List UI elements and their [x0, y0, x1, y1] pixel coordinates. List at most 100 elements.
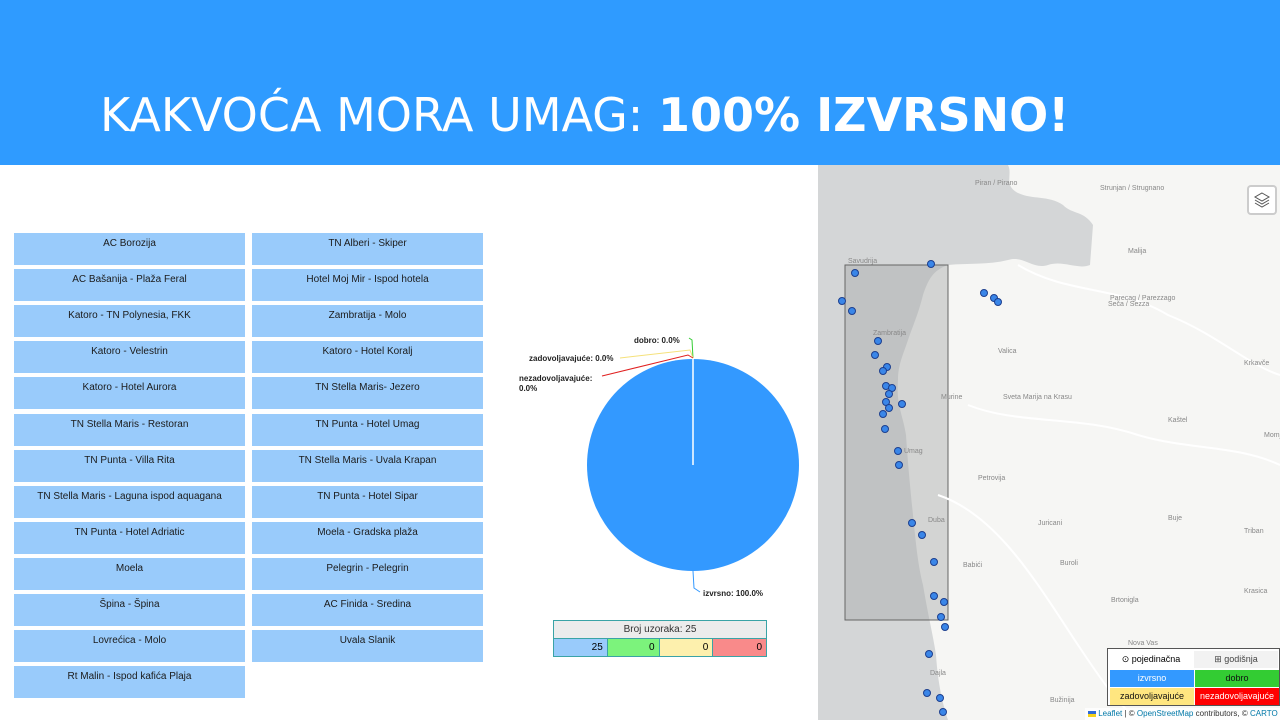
sampling-point-marker[interactable] — [879, 367, 887, 375]
beach-button[interactable]: TN Stella Maris- Jezero — [252, 377, 483, 410]
beach-button[interactable]: Uvala Slanik — [252, 630, 483, 663]
sampling-point-marker[interactable] — [881, 425, 889, 433]
legend-annual-toggle[interactable]: ⊞ godišnja — [1194, 651, 1278, 668]
beach-button[interactable]: Hotel Moj Mir - Ispod hotela — [252, 269, 483, 302]
map-place-label: Nova Vas — [1128, 640, 1158, 647]
attribution-contrib: contributors, © — [1193, 709, 1250, 718]
sampling-point-marker[interactable] — [936, 694, 944, 702]
map-place-label: Buje — [1168, 515, 1183, 522]
beach-button[interactable]: TN Stella Maris - Restoran — [14, 413, 245, 446]
map-place-label: Seča / Sezza — [1108, 301, 1150, 308]
sampling-point-marker[interactable] — [851, 269, 859, 277]
sampling-point-marker[interactable] — [994, 298, 1002, 306]
map-place-label: Murine — [941, 394, 963, 401]
legend-good: dobro — [1195, 670, 1279, 687]
map-place-label: Kaštel — [1168, 417, 1188, 424]
leader-zadovoljavajuce — [619, 349, 694, 359]
map-place-label: Parecag / Parezzago — [1110, 295, 1176, 302]
sea-area — [818, 165, 1093, 720]
legend-excellent: izvrsno — [1110, 670, 1194, 687]
beach-button[interactable]: AC Bašanija - Plaža Feral — [14, 269, 245, 302]
map-view[interactable]: Piran / Pirano Strunjan / Strugnano Savudr… — [818, 165, 1280, 720]
quality-pie-chart: dobro: 0.0% zadovoljavajuće: 0.0% nezado… — [500, 320, 820, 620]
beach-button[interactable]: Lovrećica - Molo — [14, 630, 245, 663]
header-banner: KAKVOĆA MORA UMAG: 100% IZVRSNO! — [0, 0, 1280, 165]
beach-button[interactable]: Rt Malin - Ispod kafića Plaja — [14, 666, 245, 699]
beach-button[interactable]: Pelegrin - Pelegrin — [252, 557, 483, 590]
sampling-point-marker[interactable] — [980, 289, 988, 297]
label-zadovoljavajuce: zadovoljavajuće: 0.0% — [529, 354, 614, 363]
sampling-point-marker[interactable] — [918, 531, 926, 539]
map-place-label: Krkavče — [1244, 360, 1270, 367]
beach-button[interactable]: TN Punta - Villa Rita — [14, 449, 245, 482]
map-place-label: Strunjan / Strugnano — [1100, 185, 1165, 192]
count-izvrsno: 25 — [553, 638, 608, 657]
beach-button[interactable]: TN Stella Maris - Laguna ispod aquagana — [14, 485, 245, 518]
sampling-point-marker[interactable] — [927, 260, 935, 268]
beach-button[interactable]: TN Stella Maris - Uvala Krapan — [252, 449, 483, 482]
sampling-point-marker[interactable] — [940, 598, 948, 606]
sampling-point-marker[interactable] — [908, 519, 916, 527]
sampling-point-marker[interactable] — [925, 650, 933, 658]
sampling-point-marker[interactable] — [885, 404, 893, 412]
sampling-point-marker[interactable] — [895, 461, 903, 469]
map-place-label: Krasica — [1244, 588, 1268, 595]
sampling-point-marker[interactable] — [930, 592, 938, 600]
title-light: KAKVOĆA MORA UMAG: — [100, 88, 658, 142]
beach-button[interactable]: Zambratija - Molo — [252, 305, 483, 338]
sampling-point-marker[interactable] — [838, 297, 846, 305]
carto-link[interactable]: CARTO — [1249, 709, 1278, 718]
legend-unsatisfactory: nezadovoljavajuće — [1195, 688, 1279, 705]
sample-count-table: Broj uzoraka: 25 25 0 0 0 — [553, 620, 767, 657]
pie-svg — [587, 337, 799, 593]
label-dobro: dobro: 0.0% — [634, 336, 680, 345]
leaflet-link[interactable]: Leaflet — [1098, 709, 1123, 718]
title-bold: 100% IZVRSNO! — [657, 88, 1070, 142]
beach-button[interactable]: Špina - Špina — [14, 594, 245, 626]
sampling-point-marker[interactable] — [874, 337, 882, 345]
legend-single-toggle[interactable]: ⊙ pojedinačna — [1110, 651, 1192, 668]
sampling-point-marker[interactable] — [871, 351, 879, 359]
beach-button[interactable]: Katoro - TN Polynesia, FKK — [14, 305, 245, 338]
leader-dobro — [688, 337, 694, 359]
map-place-label: Brtonigla — [1111, 597, 1139, 604]
map-place-label: Zambratija — [873, 330, 907, 337]
osm-link[interactable]: OpenStreetMap — [1136, 709, 1194, 718]
layers-control-button[interactable] — [1247, 185, 1277, 215]
map-place-label: Buroli — [1060, 560, 1078, 567]
sampling-point-marker[interactable] — [939, 708, 947, 716]
sampling-point-marker[interactable] — [930, 558, 938, 566]
beach-button[interactable]: Katoro - Hotel Aurora — [14, 377, 245, 410]
leader-nezadovoljavajuce — [601, 354, 694, 377]
legend-satisfactory: zadovoljavajuće — [1110, 688, 1194, 705]
sampling-point-marker[interactable] — [937, 613, 945, 621]
beach-button[interactable]: Moela - Gradska plaža — [252, 521, 483, 554]
sampling-point-marker[interactable] — [898, 400, 906, 408]
sampling-point-marker[interactable] — [885, 390, 893, 398]
label-izvrsno: izvrsno: 100.0% — [703, 589, 764, 598]
map-place-label: Petrovija — [978, 475, 1006, 482]
beach-button[interactable]: AC Finida - Sredina — [252, 594, 483, 626]
beach-button[interactable]: Katoro - Velestrin — [14, 341, 245, 374]
beach-button[interactable]: TN Punta - Hotel Sipar — [252, 485, 483, 518]
sampling-point-marker[interactable] — [941, 623, 949, 631]
sampling-point-marker[interactable] — [879, 410, 887, 418]
page-title: KAKVOĆA MORA UMAG: 100% IZVRSNO! — [100, 82, 1069, 148]
flag-icon — [1088, 710, 1096, 717]
beach-button[interactable]: Katoro - Hotel Koralj — [252, 341, 483, 374]
map-place-label: Dajla — [930, 670, 946, 677]
leader-izvrsno — [692, 570, 701, 593]
beach-button[interactable]: Moela — [14, 557, 245, 590]
count-zadovoljavajuce: 0 — [658, 638, 714, 657]
legend-annual-label: godišnja — [1224, 654, 1258, 664]
map-base — [818, 165, 1280, 720]
sample-header: Broj uzoraka: 25 — [553, 620, 767, 639]
sampling-point-marker[interactable] — [848, 307, 856, 315]
sampling-point-marker[interactable] — [894, 447, 902, 455]
beach-button[interactable]: TN Alberi - Skiper — [252, 233, 483, 265]
beach-button[interactable]: AC Borozija — [14, 233, 245, 265]
beach-button[interactable]: TN Punta - Hotel Adriatic — [14, 521, 245, 554]
sampling-point-marker[interactable] — [923, 689, 931, 697]
beach-button[interactable]: TN Punta - Hotel Umag — [252, 413, 483, 446]
count-dobro: 0 — [606, 638, 660, 657]
